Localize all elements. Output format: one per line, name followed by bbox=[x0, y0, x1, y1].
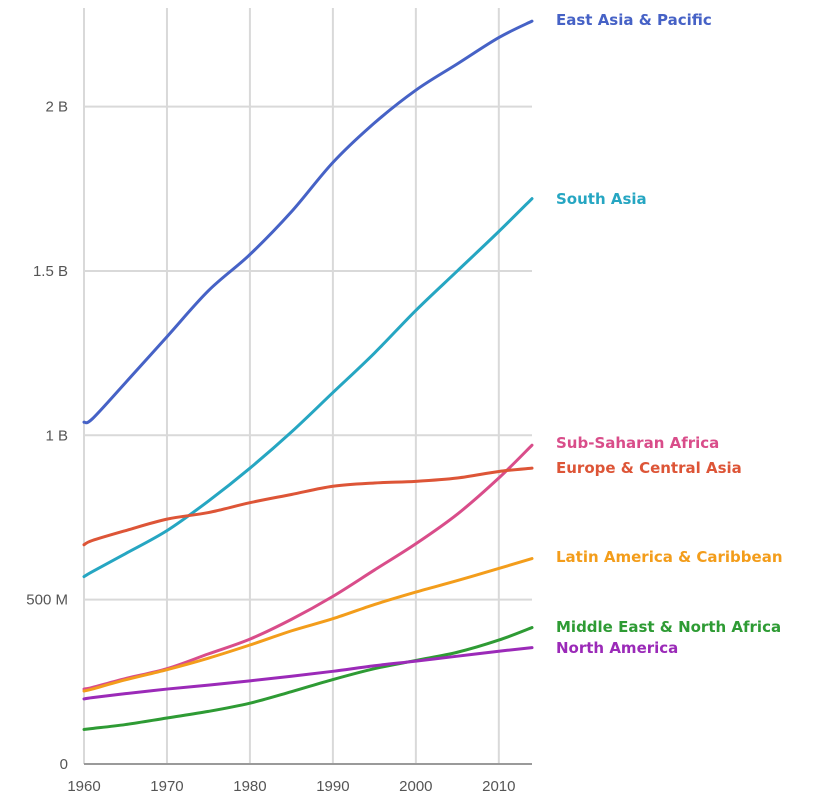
x-tick-label: 1990 bbox=[316, 778, 349, 795]
y-tick-label: 2 B bbox=[45, 99, 68, 116]
series-label-europe-central-asia: Europe & Central Asia bbox=[556, 459, 742, 477]
x-tick-label: 1960 bbox=[67, 778, 100, 795]
series-line-middle-east-north-africa bbox=[82, 626, 534, 731]
y-tick-label: 0 bbox=[60, 756, 68, 773]
series-label-middle-east-north-africa: Middle East & North Africa bbox=[556, 618, 781, 636]
series-label-north-america: North America bbox=[556, 639, 678, 657]
series-lines bbox=[82, 19, 534, 731]
series-labels: East Asia & Pacific South Asia Sub-Saharan… bbox=[556, 11, 783, 657]
x-tick-label: 1970 bbox=[150, 778, 183, 795]
series-label-south-asia: South Asia bbox=[556, 190, 647, 208]
series-line-east-asia-pacific bbox=[82, 19, 534, 425]
series-line-north-america bbox=[82, 646, 534, 701]
y-tick-label: 1 B bbox=[45, 427, 68, 444]
axes: 0 500 M 1 B 1.5 B 2 B 1960 1970 1980 1990 2000 201… bbox=[26, 99, 532, 795]
y-tick-label: 500 M bbox=[26, 592, 68, 609]
x-tick-label: 2010 bbox=[482, 778, 515, 795]
series-line-south-asia bbox=[82, 197, 534, 579]
series-line-latin-america-caribbean bbox=[82, 557, 534, 693]
x-tick-label: 1980 bbox=[233, 778, 266, 795]
y-tick-label: 1.5 B bbox=[33, 263, 68, 280]
series-label-east-asia-pacific: East Asia & Pacific bbox=[556, 11, 712, 29]
x-tick-label: 2000 bbox=[399, 778, 432, 795]
series-line-europe-central-asia bbox=[82, 466, 534, 547]
series-label-sub-saharan-africa: Sub-Saharan Africa bbox=[556, 434, 719, 452]
series-line-sub-saharan-africa bbox=[82, 443, 534, 691]
series-label-latin-america-caribbean: Latin America & Caribbean bbox=[556, 548, 783, 566]
grid bbox=[83, 8, 532, 764]
